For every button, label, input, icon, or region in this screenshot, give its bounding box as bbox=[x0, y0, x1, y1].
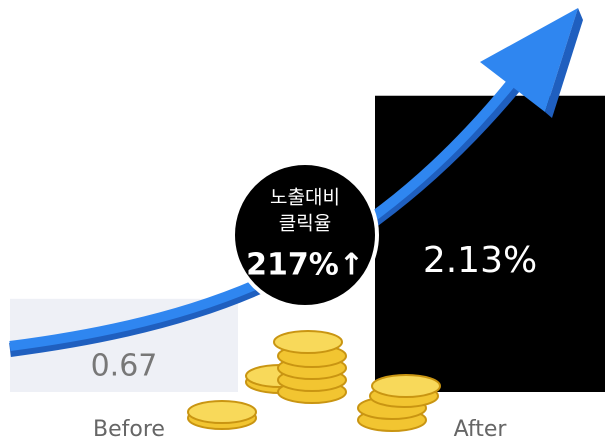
bar bbox=[375, 95, 605, 393]
arrow-head-side bbox=[545, 8, 583, 118]
badge-line: 노출대비 bbox=[270, 187, 340, 209]
badge: 노출대비 클릭율 217%↑ bbox=[231, 161, 379, 309]
badge-line: 클릭율 bbox=[279, 213, 331, 235]
value-label: 2.13% bbox=[423, 240, 537, 281]
category-label: Before bbox=[93, 417, 165, 442]
value-label: 0.67 bbox=[91, 349, 158, 384]
badge-circle bbox=[231, 161, 379, 309]
category-label: After bbox=[454, 417, 508, 442]
coins bbox=[187, 330, 441, 432]
arrow-head bbox=[480, 8, 578, 112]
badge-highlight: 217%↑ bbox=[246, 248, 364, 283]
